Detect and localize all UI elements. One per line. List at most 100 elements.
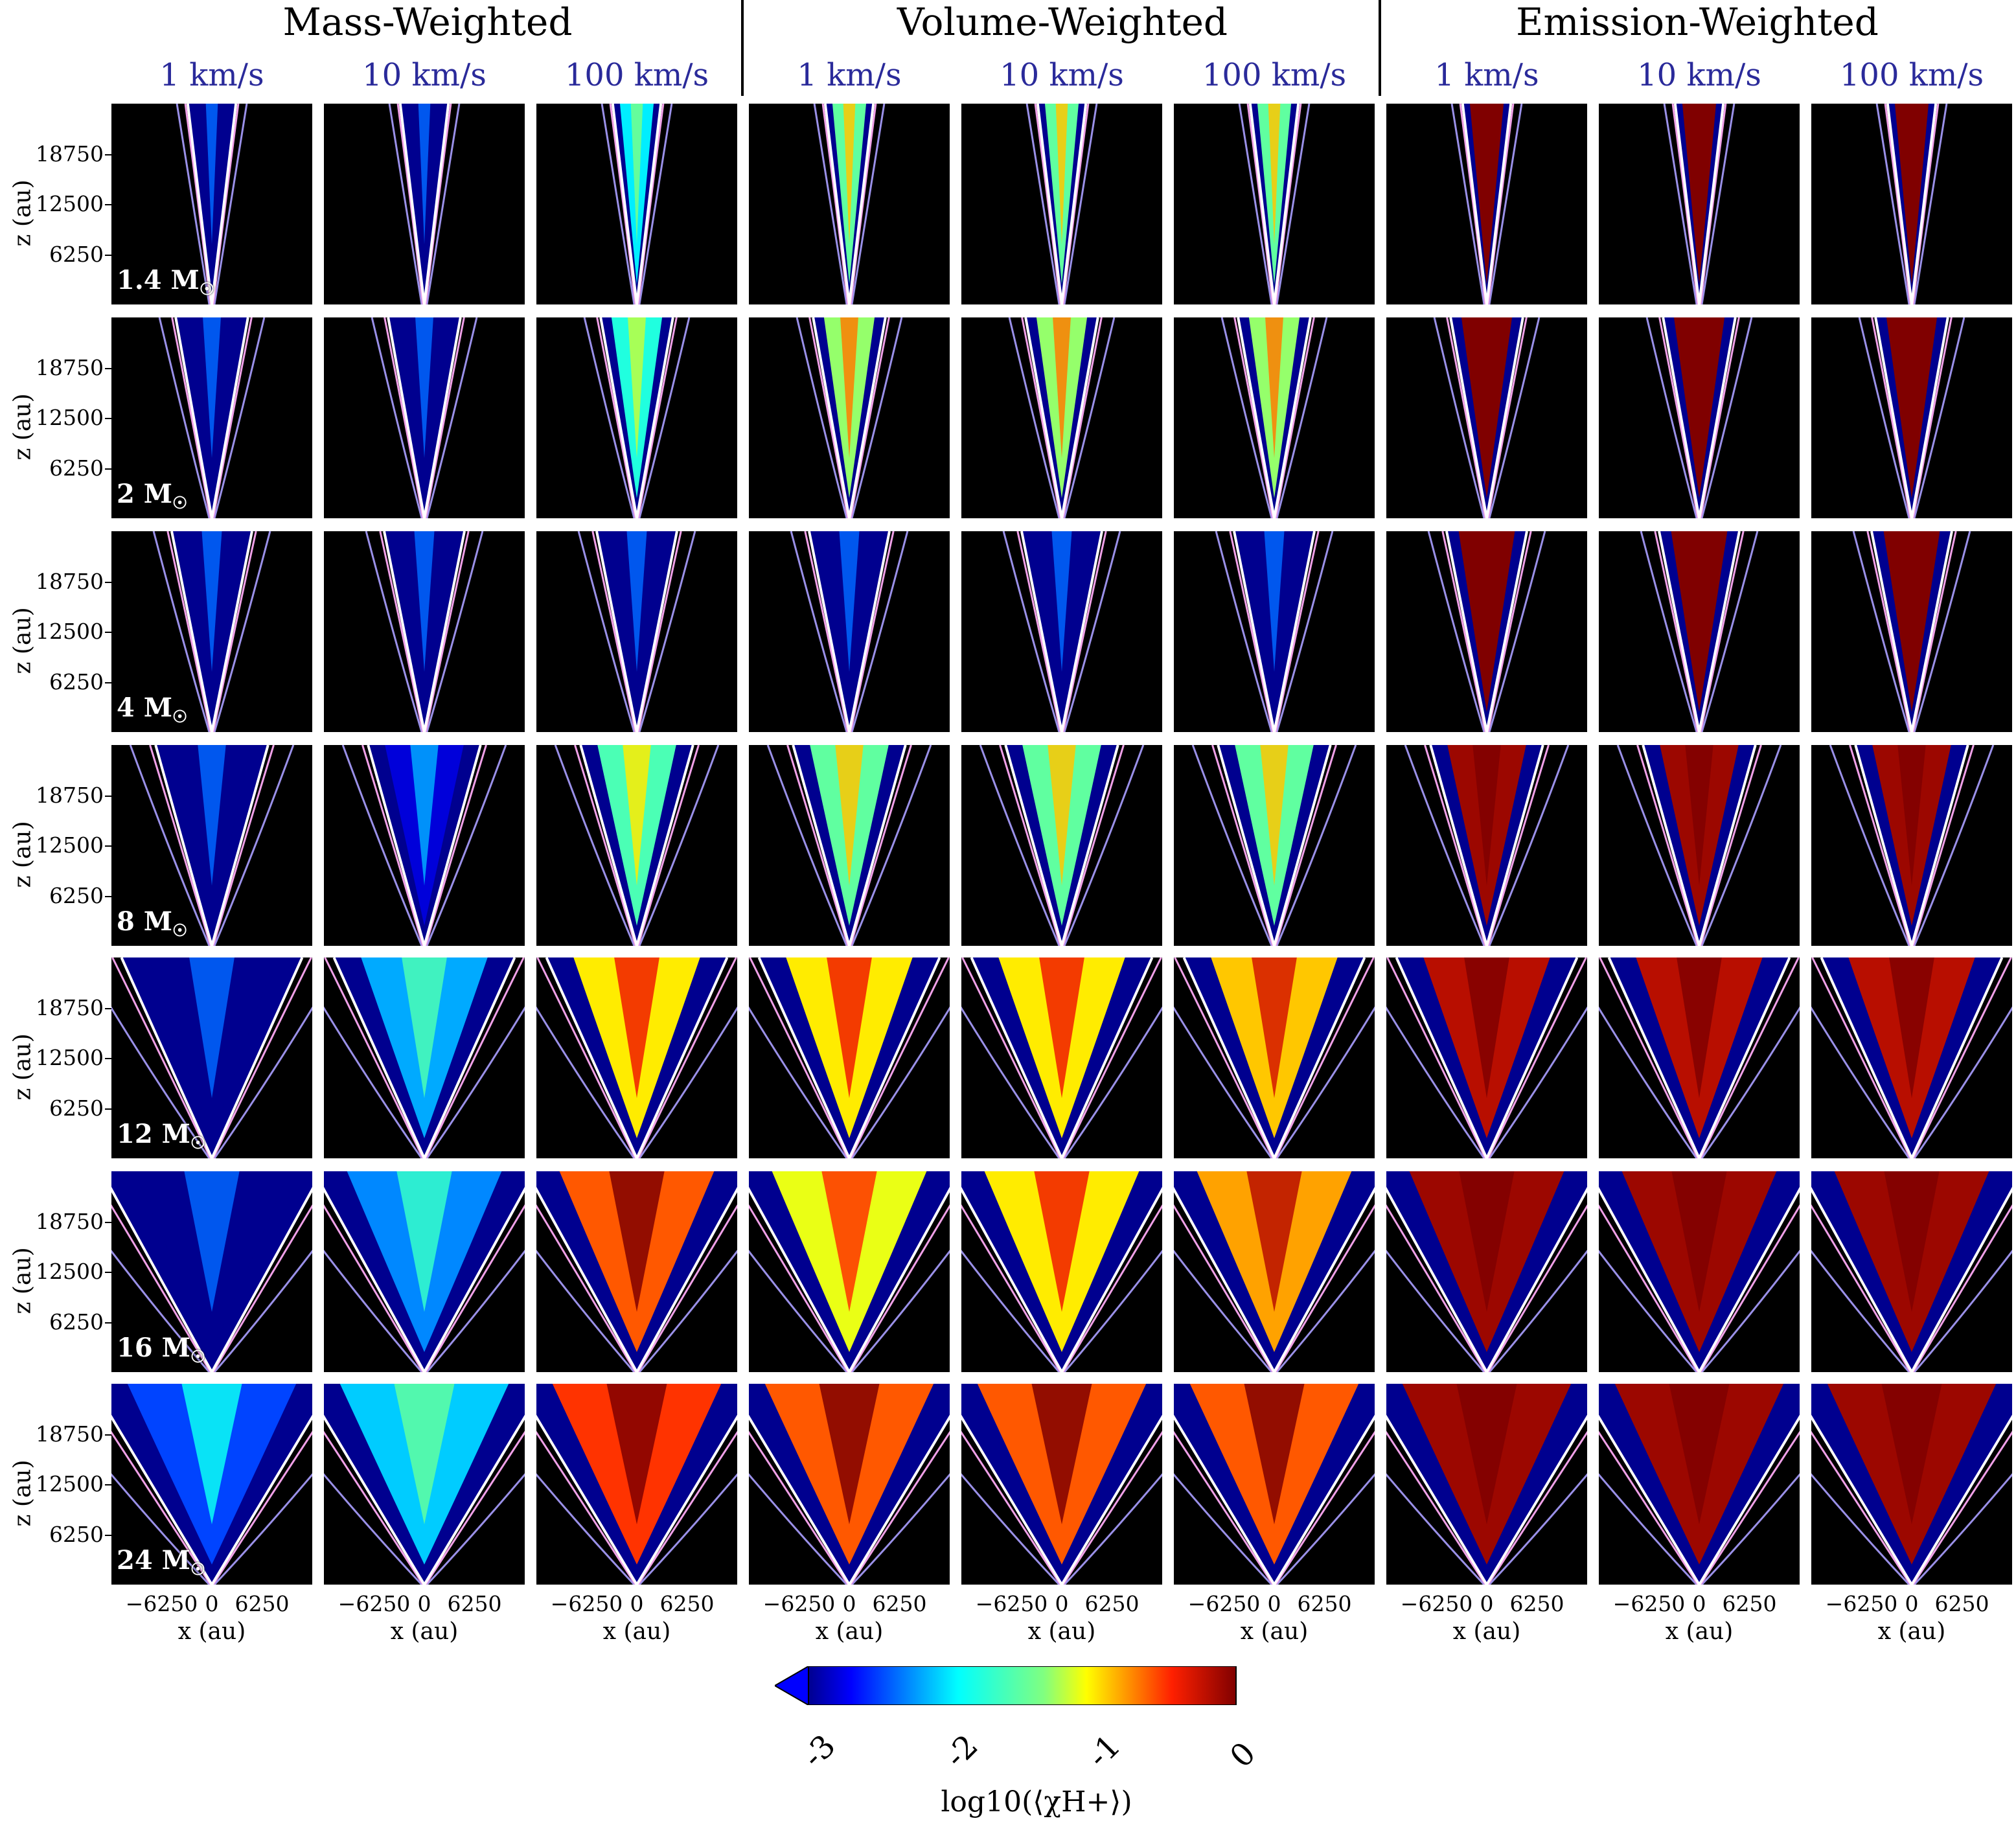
contour-outer <box>176 104 248 304</box>
heatmap-panel <box>1174 317 1375 518</box>
x-axis-label: x (au) <box>1665 1618 1734 1645</box>
heatmap-svg <box>749 1384 950 1585</box>
heatmap-panel: 24 M☉ <box>111 1384 312 1585</box>
contour-pink <box>1636 745 1762 946</box>
y-tick-label: 6250 <box>49 241 104 267</box>
central-streak <box>1252 957 1297 1098</box>
central-streak <box>623 745 651 886</box>
colorbar-tick-label: -1 <box>1081 1727 1128 1775</box>
y-tick-label: 18750 <box>36 782 104 808</box>
contour-outer <box>1616 745 1782 946</box>
heatmap-svg <box>1858 317 1965 518</box>
contour-white <box>545 957 729 1158</box>
heatmap-svg <box>749 1171 950 1372</box>
contour-outer <box>961 1006 1162 1158</box>
contour-pink <box>961 1430 1162 1585</box>
contour-white <box>1642 745 1757 946</box>
contour-outer <box>324 1250 525 1372</box>
heatmap-panel <box>536 1384 737 1585</box>
colorbar-svg <box>773 1665 1237 1706</box>
central-streak <box>1472 745 1501 886</box>
contour-white <box>599 317 674 518</box>
contour-pink <box>999 745 1125 946</box>
heatmap-panel <box>1811 104 2012 304</box>
column-heading: 1 km/s <box>159 57 264 93</box>
heatmap-svg <box>365 531 484 732</box>
mass-label-text: 12 M <box>117 1119 190 1149</box>
heatmap-panel <box>961 317 1162 518</box>
y-axis-label: z (au) <box>9 607 36 674</box>
heatmap-panel <box>1811 317 2012 518</box>
heatmap-panel <box>324 317 525 518</box>
heatmap-svg <box>1174 1384 1375 1585</box>
x-axis-label: x (au) <box>602 1618 671 1645</box>
contour-pink <box>1849 745 1975 946</box>
central-streak <box>1459 1171 1515 1312</box>
heatmap-svg <box>1829 745 1995 946</box>
contour-outer <box>961 1250 1162 1372</box>
column-heading: 10 km/s <box>1637 57 1761 93</box>
heatmap-panel <box>961 531 1162 732</box>
y-tick-mark <box>105 682 111 683</box>
contour-outer <box>158 317 266 518</box>
y-axis-label: z (au) <box>9 179 36 247</box>
heatmap-svg <box>536 1384 737 1585</box>
heatmap-svg <box>111 1171 312 1372</box>
contour-outer <box>324 1473 525 1585</box>
heatmap-svg <box>1008 317 1116 518</box>
contour-white <box>324 1187 525 1372</box>
central-streak <box>1881 1384 1942 1524</box>
contour-pink <box>1229 531 1320 732</box>
contour-outer <box>796 317 903 518</box>
contour-white <box>579 745 694 946</box>
contour-pink <box>1599 1204 1800 1372</box>
y-tick-mark <box>105 254 111 256</box>
central-streak <box>1693 104 1706 244</box>
contour-white <box>1020 531 1103 732</box>
contour-outer <box>152 531 271 732</box>
heatmap-panel: 2 M☉ <box>111 317 312 518</box>
contour-white <box>970 957 1154 1158</box>
contour-white <box>749 1187 950 1372</box>
heatmap-panel <box>1386 1384 1587 1585</box>
heatmap-panel: 8 M☉ <box>111 745 312 946</box>
heatmap-panel <box>1386 104 1587 304</box>
contour-white <box>154 745 269 946</box>
central-streak <box>1031 1384 1092 1524</box>
heatmap-panel <box>536 104 737 304</box>
contour-white <box>1036 104 1088 304</box>
x-tick-label: 0 <box>1480 1591 1494 1616</box>
central-streak <box>821 1171 877 1312</box>
central-streak <box>205 104 218 244</box>
y-axis-label: z (au) <box>9 821 36 888</box>
heatmap-svg <box>577 531 696 732</box>
heatmap-panel <box>749 957 950 1158</box>
central-streak <box>1889 957 1934 1098</box>
column-heading: 1 km/s <box>797 57 902 93</box>
heatmap-svg <box>1875 104 1948 304</box>
central-streak <box>1051 531 1072 672</box>
heatmap-svg <box>388 104 461 304</box>
contour-pink <box>1174 1204 1375 1372</box>
contour-outer <box>1875 104 1948 304</box>
group-title-mass-weighted: Mass-Weighted <box>282 0 573 44</box>
central-streak <box>1669 1384 1730 1524</box>
contour-pink <box>111 1204 312 1372</box>
heatmap-svg <box>1450 104 1523 304</box>
contour-outer <box>536 1250 737 1372</box>
heatmap-svg <box>1002 531 1121 732</box>
contour-white <box>170 531 253 732</box>
group-divider <box>1379 0 1381 96</box>
contour-white <box>1182 957 1366 1158</box>
central-streak <box>189 957 235 1098</box>
contour-white <box>174 317 249 518</box>
heatmap-panel <box>536 317 737 518</box>
central-streak <box>198 745 226 886</box>
heatmap-svg <box>1404 745 1570 946</box>
heatmap-svg <box>341 745 507 946</box>
contour-white <box>1386 1187 1587 1372</box>
central-streak <box>819 1384 880 1524</box>
central-streak <box>1480 104 1493 244</box>
contour-white <box>186 104 238 304</box>
contour-white <box>1233 531 1316 732</box>
